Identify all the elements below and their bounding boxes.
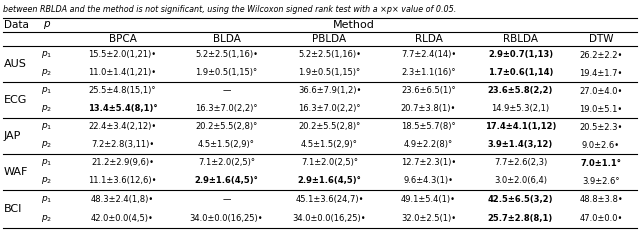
Text: BCI: BCI <box>4 204 22 214</box>
Text: $p_1$: $p_1$ <box>42 122 52 133</box>
Text: 5.2±2.5(1,16)•: 5.2±2.5(1,16)• <box>298 50 361 60</box>
Text: 49.1±5.4(1)•: 49.1±5.4(1)• <box>401 195 456 204</box>
Text: 42.0±0.0(4,5)•: 42.0±0.0(4,5)• <box>91 214 154 223</box>
Text: 12.7±2.3(1)•: 12.7±2.3(1)• <box>401 159 456 168</box>
Text: 2.9±1.6(4,5)°: 2.9±1.6(4,5)° <box>195 177 259 185</box>
Text: 7.2±2.8(3,11)•: 7.2±2.8(3,11)• <box>91 140 154 149</box>
Text: 3.0±2.0(6,4): 3.0±2.0(6,4) <box>494 177 547 185</box>
Text: 11.1±3.6(12,6)•: 11.1±3.6(12,6)• <box>88 177 157 185</box>
Text: 11.0±1.4(1,21)•: 11.0±1.4(1,21)• <box>88 69 157 78</box>
Text: 2.3±1.1(16)°: 2.3±1.1(16)° <box>401 69 456 78</box>
Text: 48.3±2.4(1,8)•: 48.3±2.4(1,8)• <box>91 195 154 204</box>
Text: $p_2$: $p_2$ <box>42 213 52 224</box>
Text: $p_2$: $p_2$ <box>42 104 52 114</box>
Text: 20.7±3.8(1)•: 20.7±3.8(1)• <box>401 104 456 114</box>
Text: 9.0±2.6•: 9.0±2.6• <box>582 140 620 149</box>
Text: 7.1±2.0(2,5)°: 7.1±2.0(2,5)° <box>198 159 255 168</box>
Text: $p_2$: $p_2$ <box>42 68 52 79</box>
Text: $p_1$: $p_1$ <box>42 194 52 205</box>
Text: 17.4±4.1(1,12): 17.4±4.1(1,12) <box>485 123 556 132</box>
Text: 22.4±3.4(2,12)•: 22.4±3.4(2,12)• <box>88 123 157 132</box>
Text: 32.0±2.5(1)•: 32.0±2.5(1)• <box>401 214 456 223</box>
Text: JAP: JAP <box>4 131 21 141</box>
Text: 23.6±5.8(2,2): 23.6±5.8(2,2) <box>488 86 553 95</box>
Text: 16.3±7.0(2,2)°: 16.3±7.0(2,2)° <box>195 104 258 114</box>
Text: 1.7±0.6(1,14): 1.7±0.6(1,14) <box>488 69 553 78</box>
Text: 36.6±7.9(1,2)•: 36.6±7.9(1,2)• <box>298 86 361 95</box>
Text: 34.0±0.0(16,25)•: 34.0±0.0(16,25)• <box>189 214 263 223</box>
Text: 45.1±3.6(24,7)•: 45.1±3.6(24,7)• <box>295 195 364 204</box>
Text: 7.1±2.0(2,5)°: 7.1±2.0(2,5)° <box>301 159 358 168</box>
Text: 26.2±2.2•: 26.2±2.2• <box>579 50 623 60</box>
Text: 25.5±4.8(15,1)°: 25.5±4.8(15,1)° <box>89 86 156 95</box>
Text: 5.2±2.5(1,16)•: 5.2±2.5(1,16)• <box>195 50 258 60</box>
Text: 4.9±2.2(8)°: 4.9±2.2(8)° <box>404 140 453 149</box>
Text: 42.5±6.5(3,2): 42.5±6.5(3,2) <box>488 195 553 204</box>
Text: 9.6±4.3(1)•: 9.6±4.3(1)• <box>403 177 454 185</box>
Text: 7.7±2.4(14)•: 7.7±2.4(14)• <box>401 50 456 60</box>
Text: $p$: $p$ <box>43 19 51 31</box>
Text: $p_1$: $p_1$ <box>42 158 52 169</box>
Text: 19.4±1.7•: 19.4±1.7• <box>579 69 623 78</box>
Text: Method: Method <box>333 20 374 30</box>
Text: 48.8±3.8•: 48.8±3.8• <box>579 195 623 204</box>
Text: RBLDA: RBLDA <box>503 34 538 44</box>
Text: 1.9±0.5(1,15)°: 1.9±0.5(1,15)° <box>195 69 257 78</box>
Text: Data: Data <box>4 20 29 30</box>
Text: $p_1$: $p_1$ <box>42 85 52 96</box>
Text: 19.0±5.1•: 19.0±5.1• <box>579 104 623 114</box>
Text: 14.9±5.3(2,1): 14.9±5.3(2,1) <box>492 104 550 114</box>
Text: 21.2±2.9(9,6)•: 21.2±2.9(9,6)• <box>91 159 154 168</box>
Text: 27.0±4.0•: 27.0±4.0• <box>579 86 623 95</box>
Text: $p_2$: $p_2$ <box>42 139 52 150</box>
Text: 4.5±1.5(2,9)°: 4.5±1.5(2,9)° <box>198 140 255 149</box>
Text: 2.9±1.6(4,5)°: 2.9±1.6(4,5)° <box>298 177 362 185</box>
Text: 13.4±5.4(8,1)°: 13.4±5.4(8,1)° <box>88 104 157 114</box>
Text: 20.5±2.3•: 20.5±2.3• <box>579 123 623 132</box>
Text: 25.7±2.8(8,1): 25.7±2.8(8,1) <box>488 214 553 223</box>
Text: between RBLDA and the method is not significant, using the Wilcoxon signed rank : between RBLDA and the method is not sign… <box>3 5 456 14</box>
Text: $p_2$: $p_2$ <box>42 175 52 187</box>
Text: 7.7±2.6(2,3): 7.7±2.6(2,3) <box>494 159 547 168</box>
Text: 15.5±2.0(1,21)•: 15.5±2.0(1,21)• <box>88 50 157 60</box>
Text: 4.5±1.5(2,9)°: 4.5±1.5(2,9)° <box>301 140 358 149</box>
Text: 1.9±0.5(1,15)°: 1.9±0.5(1,15)° <box>298 69 360 78</box>
Text: PBLDA: PBLDA <box>312 34 347 44</box>
Text: 18.5±5.7(8)°: 18.5±5.7(8)° <box>401 123 456 132</box>
Text: $p_1$: $p_1$ <box>42 50 52 60</box>
Text: 23.6±6.5(1)°: 23.6±6.5(1)° <box>401 86 456 95</box>
Text: 20.2±5.5(2,8)°: 20.2±5.5(2,8)° <box>298 123 360 132</box>
Text: WAF: WAF <box>4 167 28 177</box>
Text: —: — <box>222 195 230 204</box>
Text: DTW: DTW <box>589 34 613 44</box>
Text: ECG: ECG <box>4 95 28 105</box>
Text: 7.0±1.1°: 7.0±1.1° <box>580 159 621 168</box>
Text: AUS: AUS <box>4 59 27 69</box>
Text: 2.9±0.7(1,13): 2.9±0.7(1,13) <box>488 50 553 60</box>
Text: 47.0±0.0•: 47.0±0.0• <box>579 214 623 223</box>
Text: BLDA: BLDA <box>212 34 241 44</box>
Text: RLDA: RLDA <box>415 34 442 44</box>
Text: 16.3±7.0(2,2)°: 16.3±7.0(2,2)° <box>298 104 361 114</box>
Text: —: — <box>222 86 230 95</box>
Text: 3.9±1.4(3,12): 3.9±1.4(3,12) <box>488 140 553 149</box>
Text: 34.0±0.0(16,25)•: 34.0±0.0(16,25)• <box>292 214 366 223</box>
Text: 20.2±5.5(2,8)°: 20.2±5.5(2,8)° <box>195 123 258 132</box>
Text: 3.9±2.6°: 3.9±2.6° <box>582 177 620 185</box>
Text: BPCA: BPCA <box>109 34 136 44</box>
